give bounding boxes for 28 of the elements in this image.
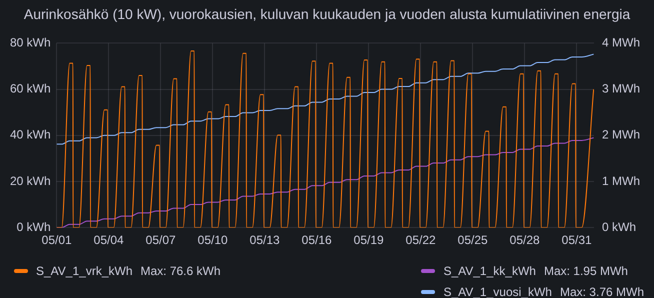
x-tick-label: 05/31	[562, 233, 592, 248]
x-tick-label: 05/28	[510, 233, 540, 248]
x-tick-label: 05/19	[354, 233, 384, 248]
x-tick-label: 05/25	[458, 233, 488, 248]
y-tick-label: 60 kWh	[10, 82, 51, 96]
y2-tick-label: 2 MWh	[602, 128, 640, 142]
chart-title: Aurinkosähkö (10 kW), vuorokausien, kuluvan kuukauden ja vuoden alusta kumulatiivinen energia	[22, 5, 632, 24]
text: Max: 3.76 MWh	[560, 284, 644, 298]
y-tick-label: 20 kWh	[10, 174, 51, 188]
y-tick-label: 0 kWh	[16, 220, 51, 234]
x-tick-label: 05/16	[302, 233, 332, 248]
x-tick-label: 05/01	[42, 233, 72, 248]
x-tick-label: 05/22	[406, 233, 436, 248]
y2-tick-label: 0 kWh	[602, 220, 636, 234]
legend-label: S_AV_1_kk_kWh	[443, 264, 536, 278]
y2-tick-label: 4 MWh	[602, 36, 640, 50]
y-tick-label: 80 kWh	[10, 36, 51, 50]
text: Max: 76.6 kWh	[140, 264, 221, 278]
x-tick-label: 05/07	[146, 233, 176, 248]
y2-tick-label: 3 MWh	[602, 82, 640, 96]
x-tick-label: 05/04	[94, 233, 124, 248]
x-tick-label: 05/10	[198, 233, 228, 248]
y-tick-label: 40 kWh	[10, 128, 51, 142]
text: Max: 1.95 MWh	[544, 264, 628, 278]
y2-tick-label: 1 MWh	[602, 174, 640, 188]
legend-label: S_AV_1_vrk_kWh	[36, 264, 132, 278]
legend-label: S_AV_1_vuosi_kWh	[443, 284, 552, 298]
x-tick-label: 05/13	[250, 233, 280, 248]
